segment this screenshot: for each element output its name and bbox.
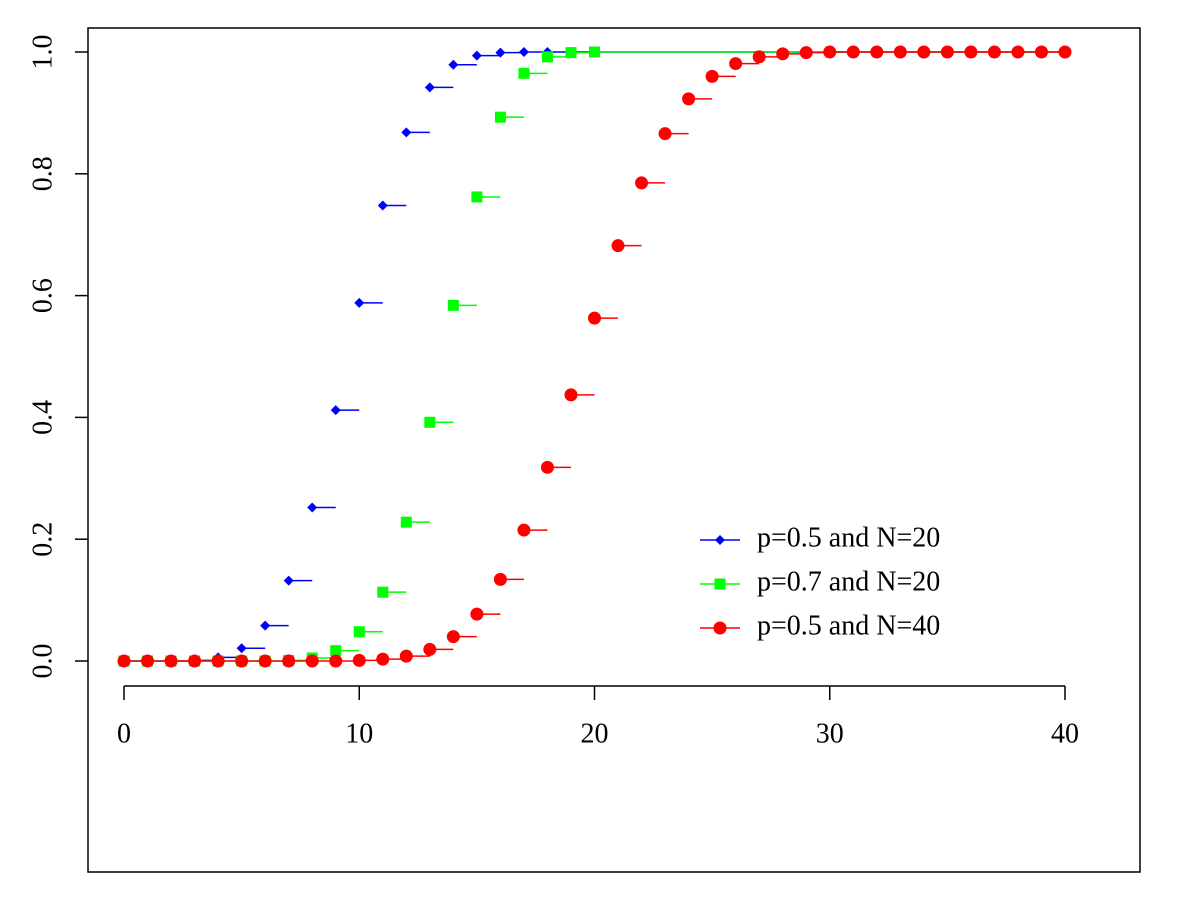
point bbox=[352, 653, 366, 667]
point bbox=[494, 111, 506, 123]
point bbox=[424, 82, 435, 93]
y-tick-label: 0.6 bbox=[27, 278, 58, 313]
point bbox=[752, 50, 766, 64]
point bbox=[540, 460, 554, 474]
point bbox=[776, 47, 790, 61]
x-tick-label: 20 bbox=[581, 718, 609, 749]
legend-label: p=0.5 and N=40 bbox=[757, 610, 940, 641]
point bbox=[635, 176, 649, 190]
y-tick-label: 0.2 bbox=[27, 522, 58, 557]
legend-marker bbox=[713, 621, 727, 635]
point bbox=[940, 45, 954, 59]
point bbox=[235, 654, 249, 668]
point bbox=[117, 654, 131, 668]
point bbox=[564, 388, 578, 402]
point bbox=[283, 575, 294, 586]
point bbox=[658, 127, 672, 141]
point bbox=[399, 649, 413, 663]
legend-label: p=0.7 and N=20 bbox=[757, 566, 940, 597]
y-tick-label: 1.0 bbox=[27, 35, 58, 70]
y-tick-label: 0.4 bbox=[27, 400, 58, 435]
x-tick-label: 30 bbox=[816, 718, 844, 749]
point bbox=[611, 239, 625, 253]
point bbox=[470, 607, 484, 621]
point bbox=[236, 643, 247, 654]
point bbox=[493, 572, 507, 586]
point bbox=[1011, 45, 1025, 59]
point bbox=[330, 645, 342, 657]
point bbox=[400, 516, 412, 528]
point bbox=[518, 67, 530, 79]
point bbox=[282, 654, 296, 668]
point bbox=[258, 654, 272, 668]
point bbox=[211, 654, 225, 668]
plot-frame bbox=[87, 27, 1141, 873]
point bbox=[517, 523, 531, 537]
point bbox=[589, 46, 600, 58]
point bbox=[705, 69, 719, 83]
point bbox=[495, 47, 506, 58]
x-tick-label: 40 bbox=[1051, 718, 1079, 749]
point bbox=[893, 45, 907, 59]
point bbox=[141, 654, 155, 668]
point bbox=[964, 45, 978, 59]
point bbox=[846, 45, 860, 59]
point bbox=[682, 92, 696, 106]
point bbox=[377, 200, 388, 211]
point bbox=[518, 47, 529, 57]
legend-marker bbox=[715, 535, 725, 545]
point bbox=[565, 47, 577, 59]
point bbox=[424, 416, 436, 428]
x-tick-label: 10 bbox=[345, 718, 373, 749]
point bbox=[330, 405, 341, 416]
point bbox=[447, 299, 459, 311]
point bbox=[448, 59, 459, 70]
y-tick-label: 0.8 bbox=[27, 156, 58, 191]
point bbox=[987, 45, 1001, 59]
point bbox=[799, 46, 813, 60]
point bbox=[260, 620, 271, 631]
point bbox=[729, 57, 743, 71]
legend-label: p=0.5 and N=20 bbox=[757, 522, 940, 553]
y-tick-label: 0.0 bbox=[27, 644, 58, 679]
point bbox=[823, 45, 837, 59]
point bbox=[541, 51, 553, 63]
x-tick-label: 0 bbox=[117, 718, 131, 749]
point bbox=[354, 297, 365, 308]
point bbox=[376, 652, 390, 666]
point bbox=[471, 191, 483, 203]
point bbox=[870, 45, 884, 59]
point bbox=[588, 311, 601, 325]
point bbox=[307, 502, 318, 513]
point bbox=[446, 630, 460, 644]
point bbox=[1058, 45, 1072, 59]
point bbox=[471, 50, 482, 61]
point bbox=[329, 654, 343, 668]
point bbox=[305, 654, 319, 668]
point bbox=[917, 45, 931, 59]
legend-marker bbox=[714, 578, 726, 590]
point bbox=[164, 654, 178, 668]
point bbox=[188, 654, 202, 668]
point bbox=[377, 586, 389, 598]
point bbox=[423, 642, 437, 656]
point bbox=[401, 127, 412, 138]
point bbox=[1034, 45, 1048, 59]
point bbox=[353, 626, 365, 638]
